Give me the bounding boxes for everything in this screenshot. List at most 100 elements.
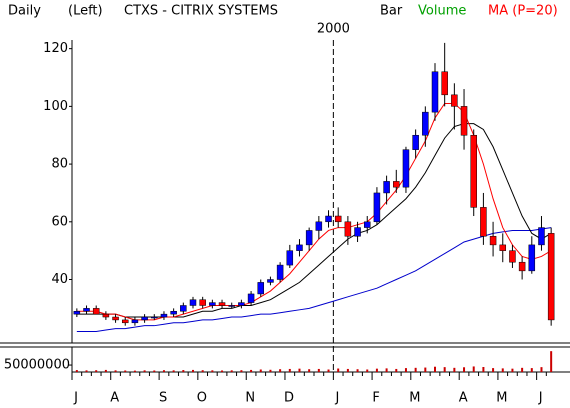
moving-average xyxy=(76,102,552,321)
volume-bar xyxy=(269,369,272,372)
x-tick-label: N xyxy=(245,391,255,406)
candle-body xyxy=(460,106,468,136)
candle-body xyxy=(286,250,294,266)
x-tick-label: J xyxy=(73,391,78,406)
x-tick-label: M xyxy=(409,391,420,406)
candle-body xyxy=(257,282,265,295)
x-tick-label: S xyxy=(159,391,167,406)
candle-body xyxy=(451,94,458,107)
volume-bar xyxy=(143,370,146,372)
candle-body xyxy=(305,230,313,246)
x-tick-label: A xyxy=(110,391,119,406)
candle-body xyxy=(538,227,545,246)
volume-bar xyxy=(356,369,359,372)
candle-body xyxy=(334,215,342,223)
volume-bar xyxy=(434,366,436,372)
candle-body xyxy=(238,302,245,306)
y-tick-label: 60 xyxy=(51,214,68,229)
axis-side: (Left) xyxy=(68,4,103,19)
candle-body xyxy=(209,302,216,306)
candle-body xyxy=(509,250,516,263)
volume-bar xyxy=(385,368,388,372)
x-tick-label: J xyxy=(538,391,543,406)
candle-body xyxy=(383,181,390,194)
volume-bar xyxy=(192,369,194,372)
candle-body xyxy=(83,308,90,312)
candle-body xyxy=(402,149,410,188)
volume-bar xyxy=(240,370,243,372)
candle-body xyxy=(102,313,110,318)
chart-title: CTXS - CITRIX SYSTEMS xyxy=(124,4,278,19)
candle-body xyxy=(160,313,168,318)
candle-body xyxy=(441,71,448,96)
chart-style: Bar xyxy=(380,4,403,19)
y-tick-label: 120 xyxy=(43,41,68,56)
ma-legend: MA (P=20) xyxy=(488,4,558,19)
candle-body xyxy=(373,192,381,223)
volume-bar xyxy=(511,368,514,372)
volume-bar xyxy=(395,368,398,372)
volume-bar xyxy=(492,368,495,372)
x-tick-label: A xyxy=(459,391,468,406)
candle-body xyxy=(431,71,439,113)
candle-body xyxy=(393,181,400,188)
candle-body xyxy=(247,293,255,303)
volume-bar xyxy=(124,370,127,372)
volume-bar xyxy=(153,370,156,372)
candle-body xyxy=(518,261,526,272)
y-tick-label: 40 xyxy=(51,272,68,287)
x-tick-label: F xyxy=(372,391,379,406)
candle-body xyxy=(344,221,352,237)
candle-body xyxy=(470,134,477,208)
candle-body xyxy=(112,316,119,321)
candle-body xyxy=(189,299,197,306)
candle-body xyxy=(73,311,81,315)
volume-bar xyxy=(85,370,88,372)
volume-bar xyxy=(521,367,524,372)
volume-bar xyxy=(327,369,330,372)
volume-bar xyxy=(414,367,417,372)
y-tick-label: 50000000 xyxy=(4,358,70,373)
volume-bar xyxy=(95,370,98,372)
x-tick-label: D xyxy=(284,391,294,406)
volume-bar xyxy=(298,368,301,372)
volume-bar xyxy=(221,370,224,372)
candle-body xyxy=(199,299,206,306)
volume-bar xyxy=(346,368,349,372)
volume-bar xyxy=(162,370,165,372)
volume-bar xyxy=(172,370,175,372)
volume-bar xyxy=(366,369,369,372)
candle-body xyxy=(325,215,332,223)
volume-bar xyxy=(337,368,340,372)
volume-bar xyxy=(230,370,233,372)
candle-body xyxy=(267,279,274,283)
candle-body xyxy=(92,308,100,315)
candle-body xyxy=(480,207,487,237)
x-tick-label: M xyxy=(496,391,507,406)
volume-bar xyxy=(540,367,543,372)
x-tick-label: O xyxy=(197,391,207,406)
volume-bar xyxy=(279,369,282,372)
x-tick-label: J xyxy=(334,391,339,406)
volume-bar xyxy=(288,368,291,372)
candle-body xyxy=(422,111,429,136)
volume-bar xyxy=(424,367,427,372)
volume-bar xyxy=(443,367,446,372)
volume-bar xyxy=(250,369,253,372)
candle-body xyxy=(141,316,148,321)
candle-body xyxy=(218,302,226,306)
candle-body xyxy=(228,305,235,307)
candle-body xyxy=(499,244,507,251)
candle-body xyxy=(547,233,555,321)
candle-body xyxy=(363,221,371,228)
volume-bar xyxy=(104,369,107,372)
volume-bar xyxy=(114,370,117,372)
candle-body xyxy=(412,134,419,150)
volume-legend: Volume xyxy=(418,4,466,19)
candle-body xyxy=(180,305,187,312)
y-tick-label: 80 xyxy=(51,157,68,172)
volume-bar xyxy=(259,369,262,372)
volume-bar xyxy=(472,366,475,372)
volume-bar xyxy=(550,351,553,372)
